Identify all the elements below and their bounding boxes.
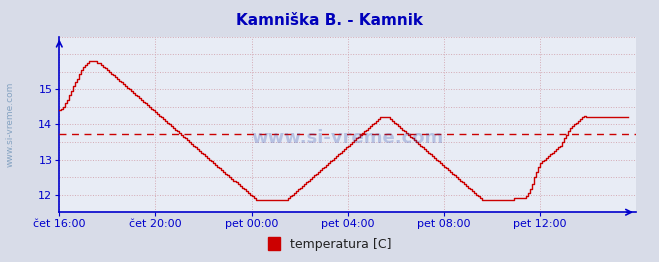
Text: Kamniška B. - Kamnik: Kamniška B. - Kamnik [236, 13, 423, 28]
Text: www.si-vreme.com: www.si-vreme.com [6, 82, 14, 167]
Text: www.si-vreme.com: www.si-vreme.com [252, 129, 444, 148]
Legend: temperatura [C]: temperatura [C] [262, 232, 397, 256]
